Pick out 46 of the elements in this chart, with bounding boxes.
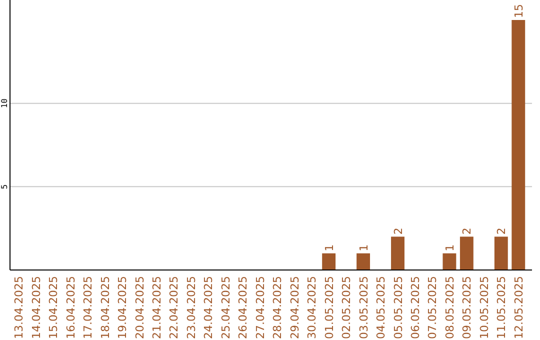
bar [442,253,456,270]
x-tick-label: 25.04.2025 [219,276,232,339]
x-tick-label: 28.04.2025 [271,276,284,339]
x-tick-label: 14.04.2025 [30,276,43,339]
x-tick-label: 16.04.2025 [64,276,78,339]
x-tick-label: 03.05.2025 [357,276,370,339]
x-tick-label: 21.04.2025 [150,276,164,339]
data-label: 1 [443,244,456,252]
x-tick-label: 17.04.2025 [82,276,95,339]
data-label: 2 [460,228,474,235]
x-tick-label: 10.05.2025 [478,276,491,339]
x-tick-label: 05.05.2025 [392,276,405,339]
y-tick-label: 10 [0,98,9,108]
bar [512,20,526,270]
x-tick-label: 08.05.2025 [443,276,456,339]
x-tick-label: 22.04.2025 [168,276,181,339]
data-label: 2 [495,228,508,235]
x-tick-label: 15.04.2025 [47,276,60,339]
x-tick-label: 04.05.2025 [374,276,388,339]
x-tick-label: 02.05.2025 [340,276,354,339]
bar [494,236,508,270]
data-label: 2 [392,228,405,235]
x-tick-label: 06.05.2025 [408,276,422,339]
x-tick-label: 18.04.2025 [98,276,112,339]
x-tick-label: 07.05.2025 [426,276,440,339]
x-tick-label: 23.04.2025 [184,276,198,339]
y-tick-label: 5 [0,184,9,190]
data-label: 1 [322,244,336,252]
x-tick-label: 13.04.2025 [12,276,26,339]
bar [391,236,404,270]
x-tick-label: 20.04.2025 [133,276,146,339]
x-tick-label: 24.04.2025 [202,276,216,339]
x-tick-label: 11.05.2025 [495,276,508,339]
bar [460,236,474,270]
data-label: 1 [357,244,370,252]
bar [322,253,336,270]
x-tick-label: 12.05.2025 [512,276,526,339]
x-tick-label: 27.04.2025 [254,276,267,339]
x-tick-label: 09.05.2025 [460,276,474,339]
x-tick-label: 19.04.2025 [116,276,130,339]
x-tick-label: 30.04.2025 [306,276,319,339]
x-tick-label: 01.05.2025 [322,276,336,339]
x-tick-label: 29.04.2025 [288,276,302,339]
x-tick-label: 26.04.2025 [236,276,250,339]
bar [356,253,370,270]
data-label: 15 [512,4,526,18]
